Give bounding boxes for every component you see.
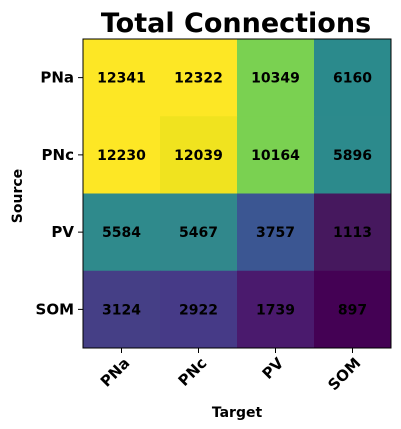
cell-value-label: 5896 [333,148,372,164]
x-tick-label-pv: PV [259,354,288,383]
heatmap-cell-pv-pnc [160,193,238,272]
x-axis-label: Target [212,405,263,421]
heatmap-cells: 12341 12322 10349 6160 12230 12039 10164 5896 55… [83,39,392,349]
y-tick-label-som: SOM [36,300,74,318]
cell-value-label: 10349 [251,71,300,87]
chart-title: Total Connections [101,8,371,39]
heatmap-cell-som-pv [237,270,315,349]
x-axis-ticks: PNa PNc PV SOM [97,348,364,394]
heatmap-cell-pna-pnc [160,39,238,117]
heatmap-cell-pv-pna [83,193,161,272]
x-tick-label-som: SOM [324,354,364,394]
cell-value-label: 10164 [251,148,300,164]
cell-value-label: 2922 [179,302,218,318]
plot-frame [82,38,392,349]
heatmap-cell-pnc-pna [83,116,161,194]
cell-value-label: 1113 [333,225,372,241]
heatmap-cell-pnc-pnc [160,116,238,194]
heatmap-cell-pv-som [314,193,392,272]
cell-value-label: 12341 [97,71,146,87]
y-tick-label-pna: PNa [40,69,74,87]
y-axis-label: Source [10,169,26,223]
cell-value-label: 3124 [102,302,141,318]
cell-value-label: 897 [338,302,367,318]
cell-value-label: 12039 [174,148,223,164]
cell-value-label: 12322 [174,71,223,87]
y-tick-label-pnc: PNc [42,146,74,164]
heatmap-cell-pnc-pv [237,116,315,194]
cell-value-label: 5467 [179,225,218,241]
cell-value-label: 3757 [256,225,295,241]
heatmap-cell-pna-pv [237,39,315,117]
cell-value-label: 12230 [97,148,146,164]
x-tick-label-pna: PNa [97,354,134,391]
heatmap-cell-som-pnc [160,270,238,349]
cell-value-label: 1739 [256,302,295,318]
cell-value-label: 5584 [102,225,141,241]
heatmap-cell-som-pna [83,270,161,349]
heatmap-cell-pna-pna [83,39,161,117]
y-axis-ticks: PNa PNc PV SOM [36,69,83,318]
heatmap-cell-som-som [314,270,392,349]
heatmap-cell-pna-som [314,39,392,117]
y-tick-label-pv: PV [51,223,74,241]
cell-value-label: 6160 [333,71,372,87]
x-tick-label-pnc: PNc [175,354,211,390]
heatmap-cell-pnc-som [314,116,392,194]
heatmap-cell-pv-pv [237,193,315,272]
